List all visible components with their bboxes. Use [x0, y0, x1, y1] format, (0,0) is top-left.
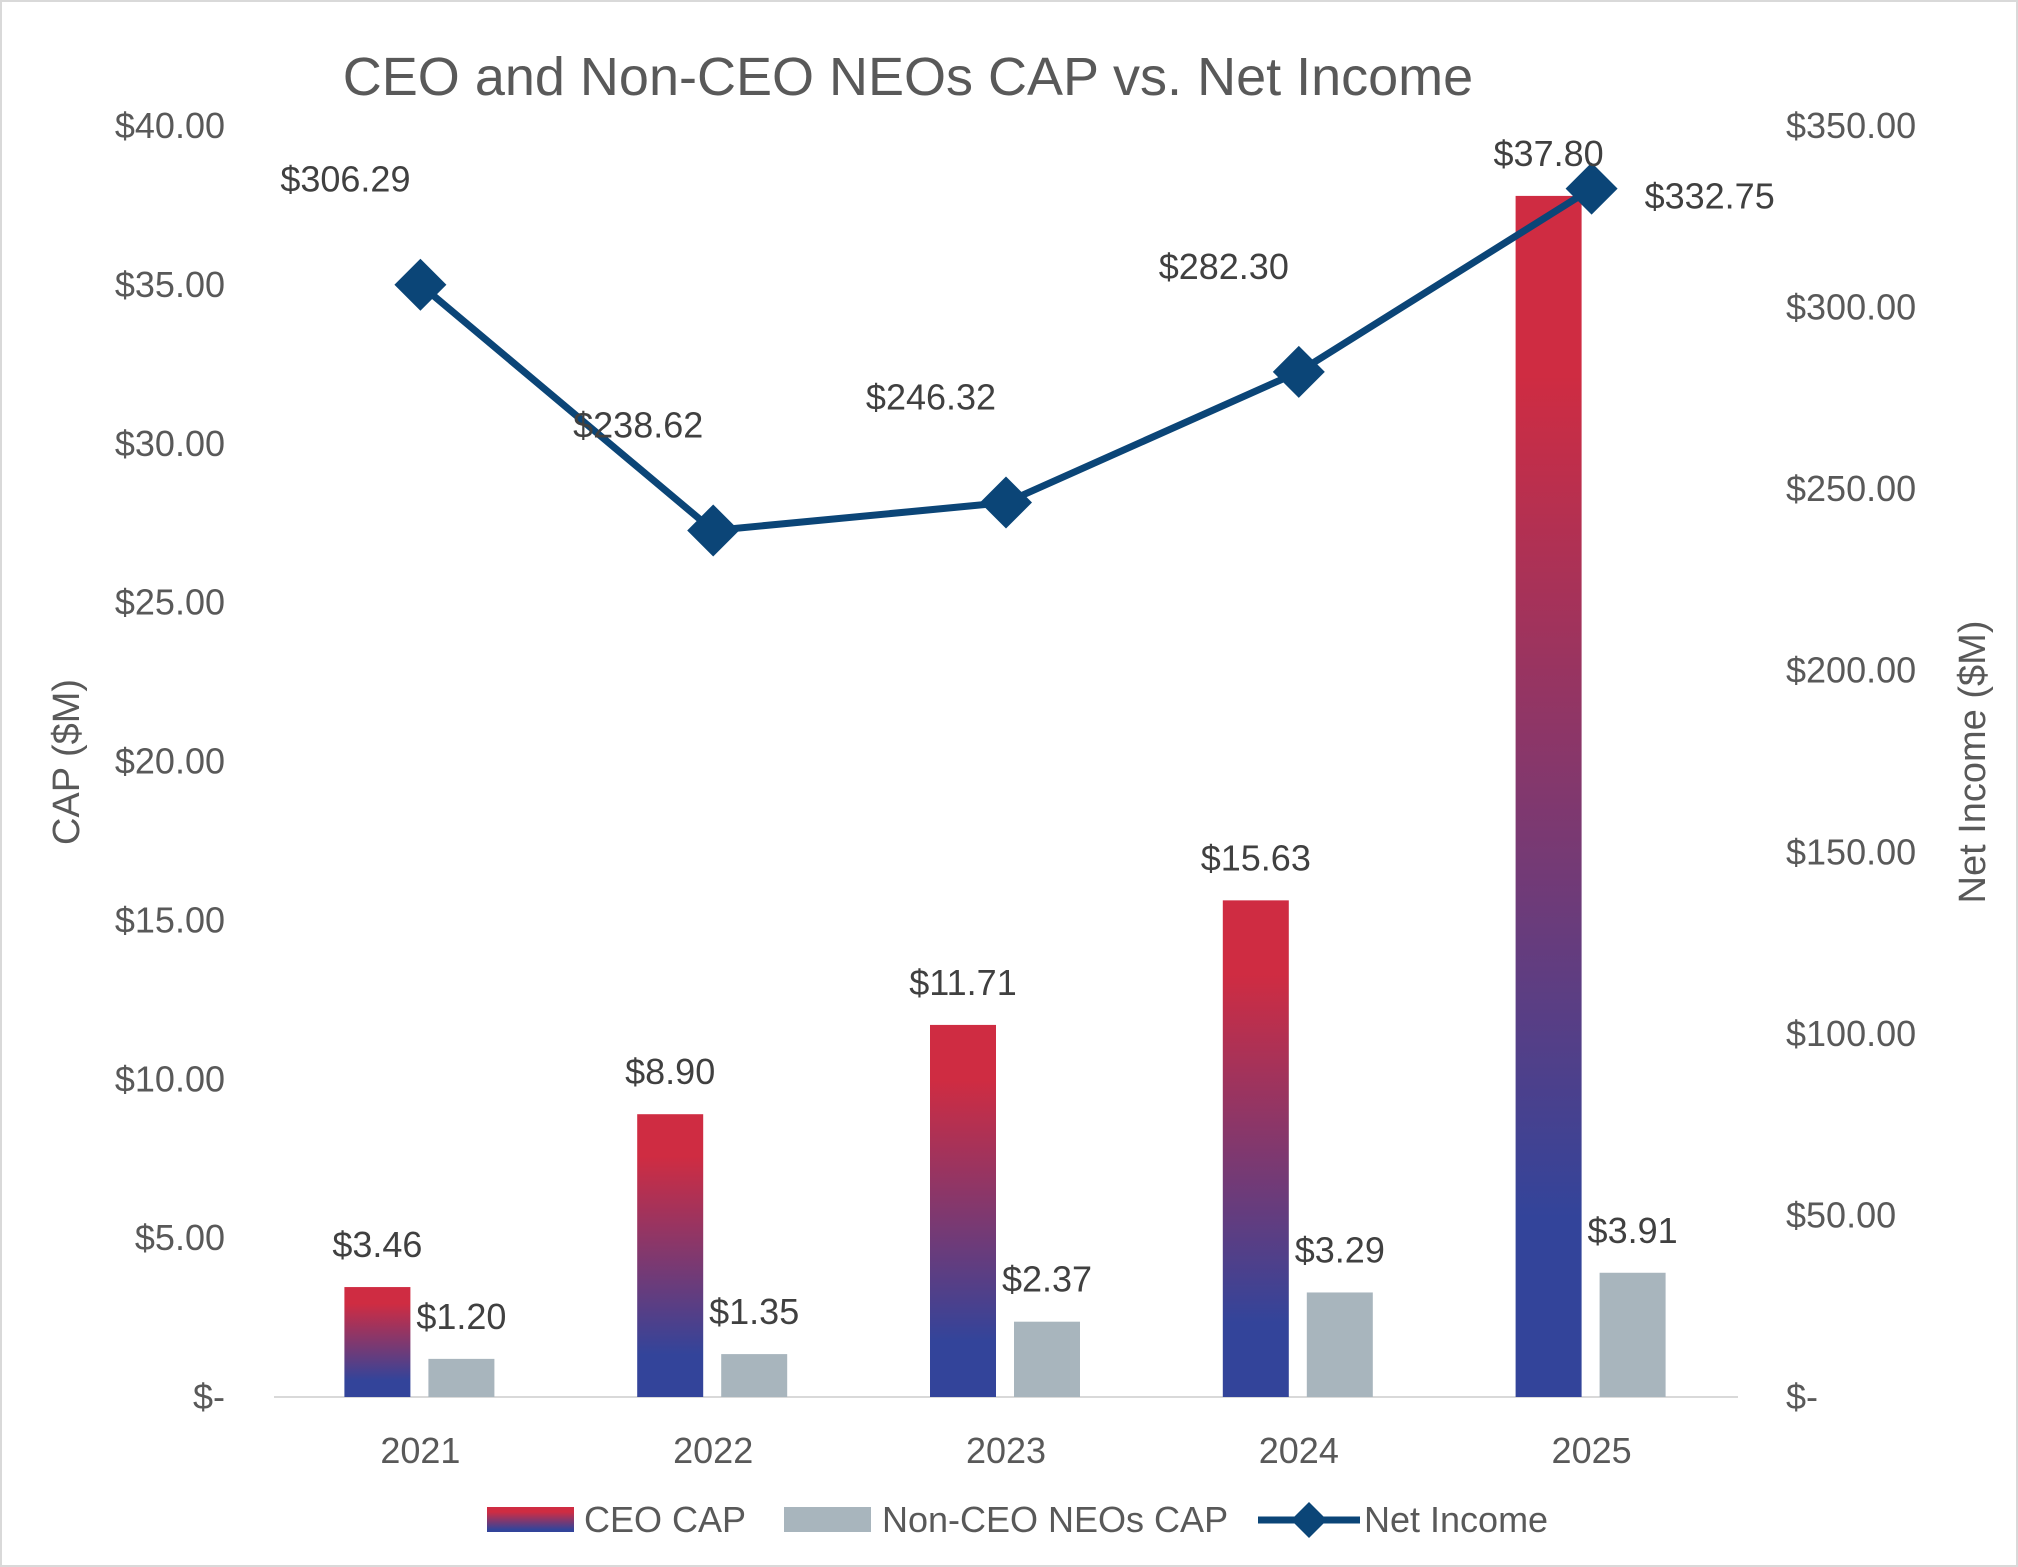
non-ceo-neos-cap-data-label: $2.37: [1002, 1259, 1092, 1300]
non-ceo-neos-cap-bar: [428, 1358, 495, 1397]
ceo-cap-data-label: $37.80: [1494, 133, 1604, 174]
net-income-marker: [980, 476, 1032, 529]
non-ceo-neos-cap-data-label: $1.20: [416, 1296, 506, 1337]
legend-swatch-ceo-cap: [487, 1507, 574, 1532]
data-labels: $3.46 $1.20 $8.90 $1.35 $11.71 $2.37 $15.63 $3.…: [280, 133, 1774, 1337]
left-axis-tick-label: $35.00: [115, 264, 225, 305]
bar-marks: [344, 195, 1666, 1397]
right-axis-tick-label: $300.00: [1786, 287, 1916, 328]
net-income-data-label: $238.62: [573, 404, 703, 445]
ceo-cap-bar: [1222, 900, 1289, 1397]
x-axis-tick-label: 2024: [1259, 1430, 1339, 1471]
ceo-cap-data-label: $11.71: [909, 962, 1016, 1003]
net-income-marker: [687, 504, 740, 557]
non-ceo-neos-cap-data-label: $1.35: [709, 1291, 799, 1332]
left-axis-ticks: $- $5.00 $10.00 $15.00 $20.00 $25.00 $30.00 $35…: [115, 105, 225, 1417]
right-axis-title: Net Income ($M): [1952, 621, 1994, 904]
net-income-data-label: $332.75: [1645, 176, 1775, 217]
ceo-cap-bar: [637, 1114, 704, 1397]
right-axis-tick-label: $100.00: [1786, 1013, 1916, 1054]
ceo-cap-data-label: $3.46: [332, 1224, 422, 1265]
ceo-cap-data-label: $15.63: [1201, 837, 1311, 878]
right-axis-tick-label: $250.00: [1786, 468, 1916, 509]
right-axis-tick-label: $200.00: [1786, 650, 1916, 691]
net-income-marker: [394, 258, 447, 311]
net-income-data-label: $282.30: [1159, 246, 1289, 287]
x-axis-tick-label: 2021: [380, 1430, 460, 1471]
right-axis-tick-label: $150.00: [1786, 831, 1916, 872]
right-axis-tick-label: $350.00: [1786, 105, 1916, 146]
right-axis-tick-label: $-: [1786, 1376, 1818, 1417]
left-axis-tick-label: $10.00: [115, 1058, 225, 1099]
non-ceo-neos-cap-data-label: $3.29: [1295, 1229, 1385, 1270]
ceo-cap-data-label: $8.90: [625, 1051, 715, 1092]
right-axis-ticks: $- $50.00 $100.00 $150.00 $200.00 $250.00 $300…: [1786, 105, 1916, 1417]
legend-label-ceo-cap: CEO CAP: [584, 1499, 746, 1540]
right-axis-tick-label: $50.00: [1786, 1194, 1896, 1235]
x-axis-tick-label: 2022: [673, 1430, 753, 1471]
x-axis-tick-label: 2023: [966, 1430, 1046, 1471]
left-axis-tick-label: $-: [193, 1376, 225, 1417]
non-ceo-neos-cap-data-label: $3.91: [1588, 1210, 1678, 1251]
left-axis-title: CAP ($M): [46, 679, 88, 845]
legend: CEO CAP Non-CEO NEOs CAP Net Income: [487, 1499, 1548, 1540]
net-income-data-label: $306.29: [280, 159, 410, 200]
non-ceo-neos-cap-bar: [721, 1354, 788, 1397]
x-axis-ticks: 2021 2022 2023 2024 2025: [380, 1430, 1631, 1471]
non-ceo-neos-cap-bar: [1599, 1272, 1666, 1397]
left-axis-tick-label: $30.00: [115, 423, 225, 464]
ceo-cap-bar: [344, 1287, 411, 1397]
ceo-cap-bar: [1515, 195, 1582, 1397]
x-axis-tick-label: 2025: [1552, 1430, 1632, 1471]
non-ceo-neos-cap-bar: [1014, 1321, 1080, 1397]
left-axis-tick-label: $25.00: [115, 582, 225, 623]
legend-net-income-diamond-icon: [1291, 1502, 1327, 1538]
legend-label-non-ceo-neos-cap: Non-CEO NEOs CAP: [882, 1499, 1228, 1540]
net-income-data-label: $246.32: [866, 377, 996, 418]
legend-label-net-income: Net Income: [1364, 1499, 1548, 1540]
line-marks: [394, 162, 1618, 557]
legend-swatch-non-ceo-neos-cap: [784, 1507, 871, 1532]
net-income-marker: [1565, 162, 1618, 215]
left-axis-tick-label: $15.00: [115, 899, 225, 940]
left-axis-tick-label: $40.00: [115, 105, 225, 146]
chart-title: CEO and Non-CEO NEOs CAP vs. Net Income: [343, 47, 1473, 107]
non-ceo-neos-cap-bar: [1306, 1292, 1373, 1397]
ceo-cap-bar: [930, 1024, 996, 1397]
left-axis-tick-label: $20.00: [115, 741, 225, 782]
left-axis-tick-label: $5.00: [135, 1217, 225, 1258]
net-income-marker: [1272, 345, 1325, 398]
